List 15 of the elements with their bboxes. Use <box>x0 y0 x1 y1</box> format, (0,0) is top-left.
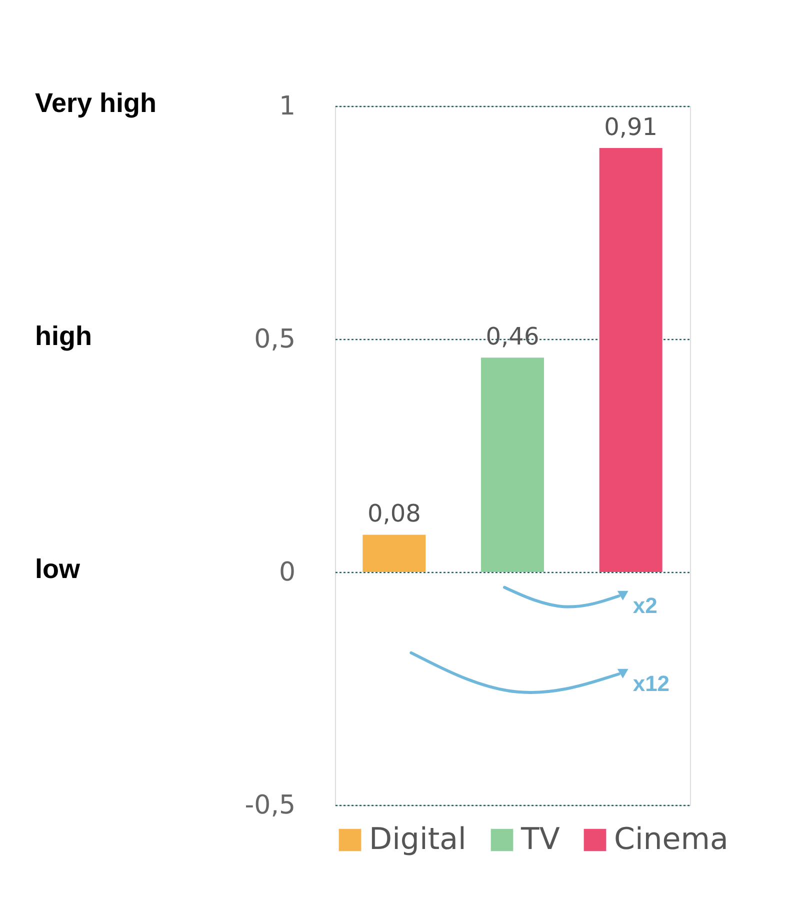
y-tick-label: 0 <box>278 558 296 588</box>
text: 0,08 <box>367 500 421 528</box>
y-tick-label: -0,5 <box>244 790 296 820</box>
text: Very high <box>35 88 157 118</box>
text: low <box>35 554 81 584</box>
text: 0,46 <box>486 322 540 351</box>
annotation: x2 <box>632 593 658 618</box>
legend-label: TV <box>520 822 560 857</box>
legend-label: Digital <box>369 822 466 857</box>
text: 0,91 <box>604 112 658 141</box>
y-tick-label: 1 <box>278 92 296 122</box>
y-tick-label: 0,5 <box>254 324 296 354</box>
legend-label: Cinema <box>614 822 728 857</box>
text: high <box>35 321 92 351</box>
annotation: x12 <box>632 671 670 696</box>
